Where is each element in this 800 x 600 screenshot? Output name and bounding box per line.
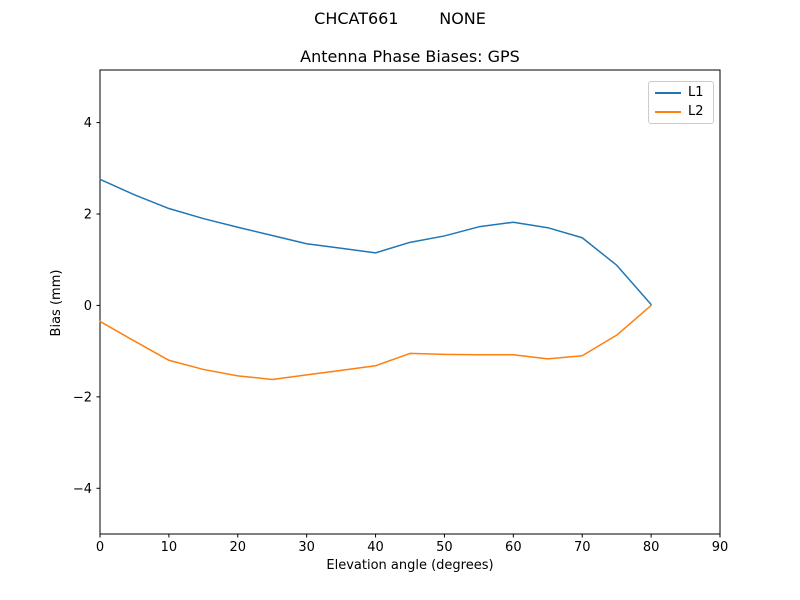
legend-label: L2 bbox=[688, 104, 704, 119]
x-tick-label: 50 bbox=[436, 540, 453, 555]
y-tick-label: 0 bbox=[84, 299, 92, 314]
x-tick-label: 20 bbox=[230, 540, 247, 555]
legend-label: L1 bbox=[688, 85, 704, 100]
series-line-l1 bbox=[99, 178, 652, 306]
y-tick-label: 4 bbox=[84, 116, 92, 131]
legend: L1 L2 bbox=[648, 81, 714, 124]
x-tick-label: 60 bbox=[505, 540, 522, 555]
x-tick-label: 0 bbox=[96, 540, 104, 555]
figure-suptitle: CHCAT661 NONE bbox=[314, 9, 486, 28]
axes-title: Antenna Phase Biases: GPS bbox=[300, 47, 520, 66]
y-tick-label: −4 bbox=[73, 482, 92, 497]
x-axis-label: Elevation angle (degrees) bbox=[326, 558, 494, 573]
x-tick-label: 10 bbox=[161, 540, 178, 555]
y-tick-label: 2 bbox=[84, 208, 92, 223]
x-tick-label: 70 bbox=[574, 540, 591, 555]
legend-line-swatch bbox=[655, 111, 681, 113]
legend-line-swatch bbox=[655, 92, 681, 94]
plot-border bbox=[99, 69, 721, 535]
x-tick-label: 40 bbox=[367, 540, 384, 555]
y-tick-label: −2 bbox=[73, 390, 92, 405]
x-tick-label: 90 bbox=[712, 540, 729, 555]
x-tick-label: 30 bbox=[298, 540, 315, 555]
x-tick-label: 80 bbox=[643, 540, 660, 555]
series-line-l2 bbox=[99, 304, 652, 381]
legend-item-l1: L1 bbox=[655, 86, 713, 100]
y-axis-label: Bias (mm) bbox=[49, 269, 64, 337]
legend-item-l2: L2 bbox=[655, 105, 713, 119]
